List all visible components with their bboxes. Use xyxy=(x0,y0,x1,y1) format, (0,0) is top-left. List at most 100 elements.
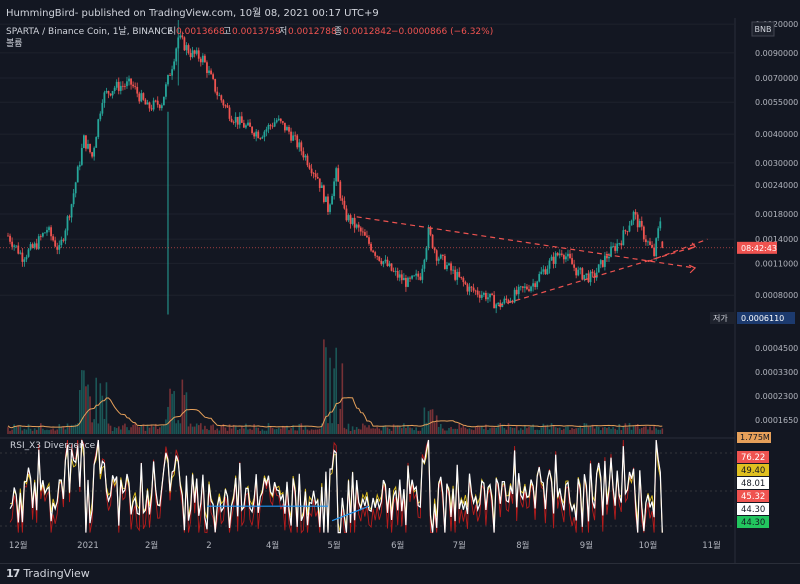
volume-bar xyxy=(200,423,202,434)
rsi-main-line xyxy=(9,439,663,534)
candle-body xyxy=(548,260,551,269)
volume-bar xyxy=(593,428,596,434)
volume-pane xyxy=(7,339,664,434)
candle-body xyxy=(167,74,169,85)
volume-bar xyxy=(401,428,403,434)
candle-body xyxy=(343,200,346,209)
volume-bar xyxy=(485,424,487,434)
candle-body xyxy=(107,91,110,94)
candle-body xyxy=(612,246,614,247)
volume-bar xyxy=(643,426,645,434)
candle-body xyxy=(579,268,582,270)
volume-bar xyxy=(446,430,448,434)
candle-body xyxy=(400,274,403,281)
candle-body xyxy=(245,125,247,128)
volume-bar xyxy=(93,419,95,434)
volume-bar xyxy=(591,424,594,434)
volume-bar xyxy=(456,428,458,434)
candle-body xyxy=(593,273,596,278)
candle-body xyxy=(206,62,208,73)
volume-bar xyxy=(15,426,18,434)
price-tick-label: 0.0018000 xyxy=(755,210,798,219)
candle-body xyxy=(470,286,473,288)
candle-body xyxy=(9,235,11,242)
volume-bar xyxy=(261,429,264,434)
candle-body xyxy=(378,256,381,261)
candle-body xyxy=(521,286,524,288)
candle-body xyxy=(29,244,32,250)
volume-tick-label: 0.0002300 xyxy=(755,392,798,401)
volume-bar xyxy=(530,426,532,434)
candle-body xyxy=(386,259,389,267)
volume-bar xyxy=(515,426,518,434)
candle-body xyxy=(189,53,192,58)
candle-body xyxy=(101,102,104,114)
candle-body xyxy=(392,270,395,272)
volume-bar xyxy=(540,427,543,434)
x-tick-label: 2021 xyxy=(77,541,99,551)
volume-bar xyxy=(318,428,321,434)
volume-bar xyxy=(193,426,196,434)
volume-bar xyxy=(68,426,71,434)
candle-body xyxy=(495,304,498,309)
volume-bar xyxy=(435,415,438,434)
candle-body xyxy=(281,121,284,123)
grid-lines xyxy=(0,18,736,563)
candle-body xyxy=(238,116,241,125)
candle-body xyxy=(546,268,549,275)
tradingview-logo[interactable]: 𝟭𝟳 TradingView xyxy=(6,567,90,580)
footer-bar: 𝟭𝟳 TradingView xyxy=(0,563,800,584)
candle-body xyxy=(452,269,454,271)
volume-bar xyxy=(522,429,524,434)
candle-body xyxy=(193,50,196,54)
candle-body xyxy=(472,287,475,291)
volume-bar xyxy=(501,424,504,434)
candle-body xyxy=(132,84,135,87)
candle-body xyxy=(608,256,610,259)
candle-body xyxy=(89,143,91,153)
x-tick-label: 4월 xyxy=(266,540,279,551)
volume-bar xyxy=(343,427,346,434)
chart-area[interactable]: 0.0120000 0.0090000 0.0070000 0.0055000 0.00… xyxy=(0,18,800,563)
rsi-badge-value: 49.40 xyxy=(741,466,765,476)
volume-bar xyxy=(450,426,452,434)
volume-bar xyxy=(218,430,221,434)
volume-bar xyxy=(62,426,65,434)
candle-body xyxy=(642,226,645,240)
volume-bar xyxy=(497,424,500,434)
candle-body xyxy=(93,147,96,157)
volume-bar xyxy=(300,423,303,434)
volume-bar xyxy=(191,426,194,434)
x-tick-label: 2 xyxy=(206,541,211,551)
candle-body xyxy=(462,277,465,283)
volume-bar xyxy=(134,423,136,434)
candle-body xyxy=(659,221,662,229)
volume-bar xyxy=(224,427,227,434)
volume-bar xyxy=(179,423,182,434)
volume-bar xyxy=(183,394,186,434)
volume-bar xyxy=(628,423,631,434)
candle-body xyxy=(228,107,231,119)
volume-bar xyxy=(87,384,89,434)
candle-body xyxy=(497,302,500,305)
rsi-badge-value: 48.01 xyxy=(741,479,765,489)
candle-body xyxy=(230,118,233,122)
candle-body xyxy=(368,237,370,244)
volume-bar xyxy=(331,423,333,434)
x-tick-label: 12월 xyxy=(9,540,28,551)
volume-bar xyxy=(630,429,633,434)
volume-bar xyxy=(636,424,639,434)
candle-body xyxy=(204,55,206,63)
trend-line xyxy=(498,246,696,307)
volume-bar xyxy=(253,424,255,434)
candle-body xyxy=(197,50,200,59)
currency-badge[interactable]: BNB xyxy=(751,21,775,37)
header-bar: HummingBird- published on TradingView.co… xyxy=(0,0,800,20)
candle-body xyxy=(427,227,430,248)
candle-body xyxy=(298,142,301,148)
volume-bar xyxy=(581,428,584,434)
candle-body xyxy=(587,273,590,283)
candle-body xyxy=(306,155,309,166)
candle-body xyxy=(310,168,313,174)
candle-body xyxy=(173,61,176,70)
